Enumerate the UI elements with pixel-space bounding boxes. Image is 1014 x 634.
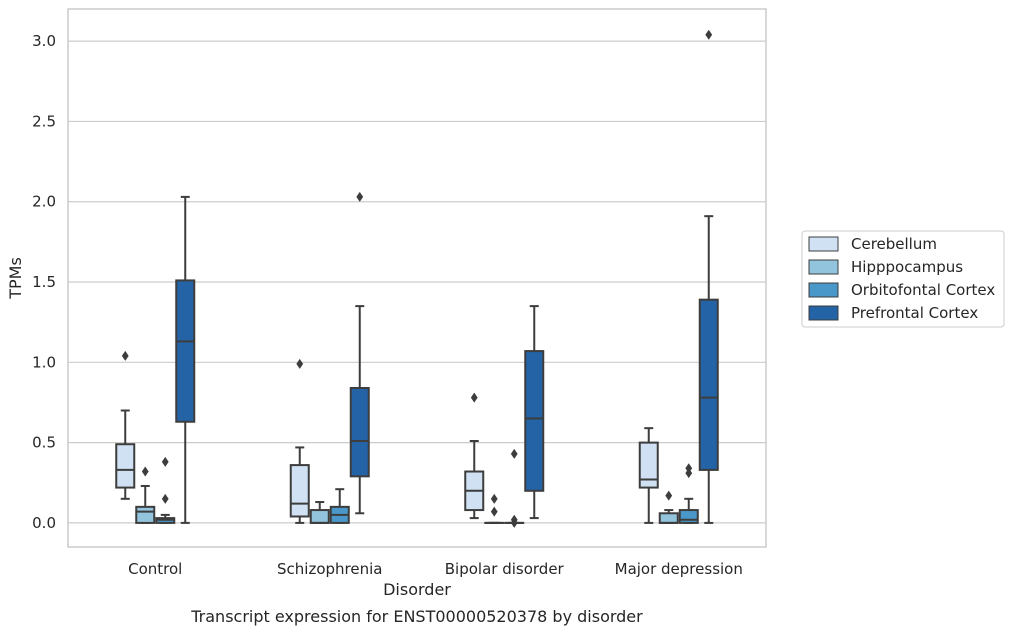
- outlier-point: [705, 29, 713, 40]
- box-group: [289, 358, 310, 524]
- y-axis-label: TPMs: [6, 257, 25, 300]
- box-group: [349, 191, 370, 515]
- box-iqr: [638, 441, 659, 489]
- box-iqr: [658, 512, 679, 524]
- legend-label: Cerebellum: [851, 235, 937, 253]
- plot-frame: [67, 8, 767, 548]
- x-tick-label: Major depression: [615, 560, 743, 578]
- y-tick-label: 3.0: [32, 32, 56, 50]
- x-tick-labels: Control Schizophrenia Bipolar disorder Majo…: [128, 560, 743, 578]
- box-iqr: [309, 509, 330, 524]
- box-group: [638, 427, 659, 524]
- x-axis-label: Disorder: [383, 580, 451, 599]
- legend-label: Hipppocampus: [851, 258, 963, 276]
- x-tick-label: Bipolar disorder: [445, 560, 565, 578]
- box-iqr: [698, 298, 719, 471]
- box-group: [175, 195, 196, 524]
- y-tick-label: 1.0: [32, 353, 56, 371]
- box-group: [524, 305, 545, 520]
- legend-label: Prefrontal Cortex: [851, 304, 978, 322]
- box-iqr: [349, 387, 370, 478]
- outlier-point: [510, 448, 518, 459]
- box-group: [115, 350, 136, 500]
- legend-swatch: [808, 236, 839, 252]
- legend-frame: [801, 230, 1005, 328]
- x-tick-label: Control: [128, 560, 182, 578]
- outlier-point: [141, 466, 149, 477]
- box-group: [484, 493, 505, 524]
- box-series-layer: [115, 29, 719, 528]
- outlier-point: [121, 350, 129, 361]
- outlier-point: [510, 517, 518, 528]
- chart-caption: Transcript expression for ENST0000052037…: [190, 607, 643, 626]
- box-iqr: [289, 464, 310, 518]
- box-iqr: [678, 509, 699, 524]
- box-iqr: [524, 350, 545, 492]
- y-tick-label: 2.5: [32, 112, 56, 130]
- box-iqr: [135, 505, 156, 524]
- box-group: [698, 29, 719, 524]
- legend-swatch: [808, 259, 839, 275]
- outlier-point: [296, 358, 304, 369]
- y-tick-label: 0.5: [32, 434, 56, 452]
- grid-lines: [68, 40, 766, 524]
- legend-label: Orbitofontal Cortex: [851, 281, 995, 299]
- box-group: [309, 501, 330, 524]
- x-tick-label: Schizophrenia: [277, 560, 382, 578]
- box-iqr: [115, 443, 136, 489]
- y-tick-label: 1.5: [32, 273, 56, 291]
- box-group: [658, 490, 679, 524]
- y-tick-label: 0.0: [32, 514, 56, 532]
- outlier-point: [665, 490, 673, 501]
- outlier-point: [161, 456, 169, 467]
- outlier-point: [685, 468, 693, 479]
- box-group: [678, 463, 699, 524]
- legend: Cerebellum Hipppocampus Orbitofontal Corte…: [801, 230, 1005, 328]
- box-group: [464, 392, 485, 520]
- outlier-point: [161, 493, 169, 504]
- legend-swatch: [808, 305, 839, 321]
- box-group: [504, 448, 525, 528]
- box-group: [155, 456, 176, 524]
- outlier-point: [490, 493, 498, 504]
- outlier-point: [356, 191, 364, 202]
- box-iqr: [175, 279, 196, 423]
- box-group: [135, 466, 156, 524]
- legend-swatch: [808, 282, 839, 298]
- outlier-point: [490, 506, 498, 517]
- y-tick-label: 2.0: [32, 193, 56, 211]
- box-group: [329, 488, 350, 524]
- outlier-point: [470, 392, 478, 403]
- y-tick-labels: 0.0 0.5 1.0 1.5 2.0 2.5 3.0: [32, 32, 56, 532]
